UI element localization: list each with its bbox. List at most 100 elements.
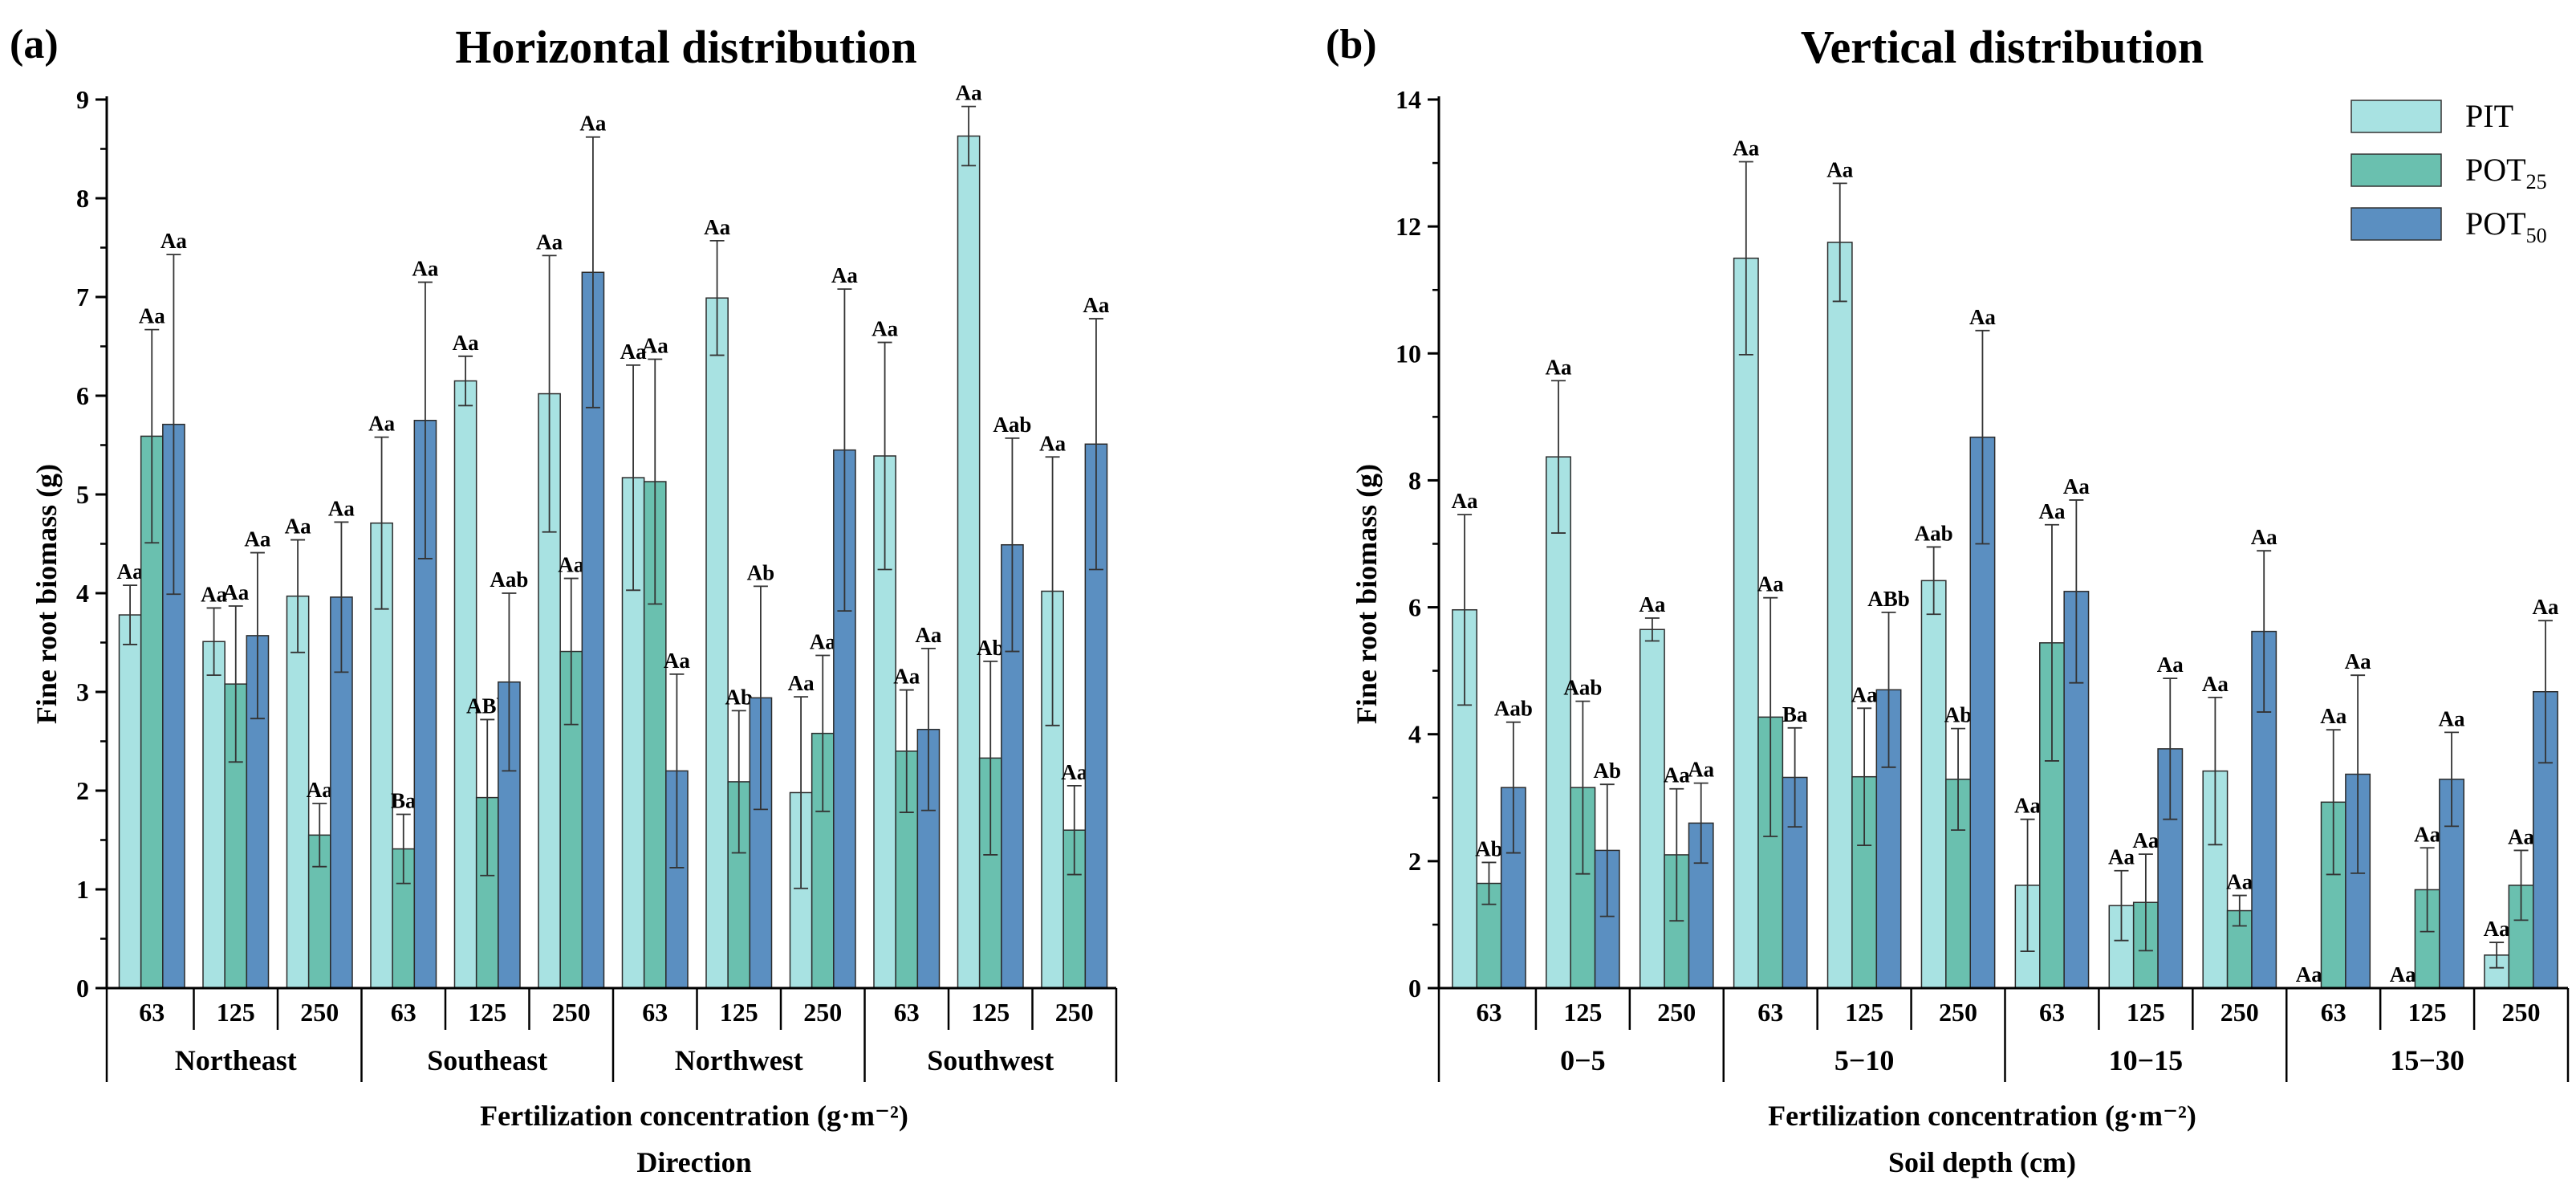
bar-pit-2 [1546,456,1571,989]
significance-label: Aa [893,665,920,689]
y-tick-label: 10 [1396,339,1421,368]
y-tick-label: 6 [76,381,89,410]
significance-label: Aa [2508,824,2534,848]
significance-label: Aa [1969,305,1996,329]
x-category-label: 125 [971,998,1010,1027]
significance-label: Aa [2296,962,2322,986]
y-tick-label: 9 [76,85,89,114]
x-category-label: 125 [720,998,758,1027]
y-tick-label: 12 [1396,212,1421,241]
y-tick-label: 2 [76,776,89,805]
legend-swatch-pot25 [2350,153,2442,187]
y-tick-label: 6 [1408,593,1421,622]
significance-label: Aa [2226,870,2253,894]
x-group-label: 5−10 [1834,1044,1895,1076]
x-category-label: 250 [300,998,339,1027]
significance-label: Aa [1452,489,1478,513]
panel-a-xlabel: Fertilization concentration (g·m⁻²) [480,1100,908,1132]
x-category-label: 250 [2502,998,2541,1027]
significance-label: Aa [222,580,249,604]
significance-label: Aa [2532,595,2558,619]
significance-label: Aab [490,567,528,592]
x-category-label: 63 [894,998,920,1027]
significance-label: Aa [2157,653,2184,677]
panel-a-label: (a) [10,22,59,67]
x-category-label: 125 [468,998,506,1027]
bar-pit-2 [202,641,226,989]
bar-pit-5 [453,380,477,989]
significance-label: Aab [993,413,1031,437]
panel-a-ylabel: Fine root biomass (g) [30,464,63,724]
panel-b-label: (b) [1326,22,1377,67]
x-category-label: 250 [803,998,842,1027]
significance-label: Aa [915,623,941,647]
significance-label: Aa [1039,431,1066,455]
x-category-label: 63 [391,998,416,1027]
panel-a-title: Horizontal distribution [455,21,916,73]
x-category-label: 250 [1055,998,1094,1027]
significance-label: Ab [1475,836,1503,860]
legend-swatch-pit [2350,100,2442,133]
x-category-label: 63 [642,998,668,1027]
significance-label: Ab [1594,759,1622,783]
x-group-label: Southwest [927,1044,1054,1076]
panel-b-xlabel2: Soil depth (cm) [1888,1146,2076,1178]
legend-label-pot50: POT50 [2465,205,2547,247]
significance-label: Aa [664,649,690,673]
x-category-label: 250 [552,998,591,1027]
y-tick-label: 7 [76,283,89,311]
significance-label: Aa [328,496,355,520]
significance-label: Aa [1061,760,1087,784]
significance-label: Aa [810,629,836,653]
significance-label: Aa [2345,649,2371,673]
significance-label: Aa [1757,572,1784,596]
significance-label: Aab [1563,676,1602,700]
x-group-label: Northwest [675,1044,803,1076]
x-category-label: 125 [217,998,255,1027]
significance-label: Aa [831,263,858,287]
y-tick-label: 2 [1408,847,1421,876]
significance-label: Aa [2320,704,2346,728]
bar-pit-6 [1920,580,1947,989]
significance-label: Aa [139,304,165,328]
x-category-label: 125 [1845,998,1883,1027]
panel-b-title: Vertical distribution [1801,21,2204,73]
y-tick-label: 14 [1396,85,1421,114]
significance-label: Aa [1664,763,1690,787]
x-category-label: 250 [2220,998,2259,1027]
x-category-label: 63 [2039,998,2065,1027]
bar-pit-1 [118,614,142,989]
significance-label: Aa [704,215,730,239]
significance-label: Ab [747,560,775,584]
significance-label: Ab [725,685,753,709]
significance-label: Aa [412,257,438,281]
significance-label: Aa [2484,917,2510,941]
x-category-label: 63 [1757,998,1783,1027]
significance-label: Aa [558,553,584,577]
significance-label: Aa [536,230,563,254]
significance-label: Aa [2414,822,2440,846]
x-category-label: 125 [2127,998,2165,1027]
significance-label: Aa [2014,794,2041,818]
significance-label: Aa [1083,293,1109,317]
significance-label: Ab [977,636,1005,660]
panel-a-plot: 0 1 2 3 4 5 6 7 8 9 Aa Aa Aa Aa Aa Aa Aa Aa Aa Aa Aa Aa Aa Aa Aa… [76,81,1118,1082]
y-tick-label: 5 [76,480,89,509]
significance-label: Aa [1733,136,1759,160]
significance-label: Aa [956,81,982,105]
significance-label: Aa [2063,474,2090,498]
panel-a-xlabel2: Direction [636,1146,751,1178]
significance-label: Aa [2202,672,2229,696]
y-tick-label: 0 [76,974,89,1003]
bar-pit-11 [957,135,981,989]
x-category-label: 63 [2321,998,2346,1027]
y-tick-label: 4 [76,579,89,608]
significance-label: Aa [1826,157,1853,181]
significance-label: Ba [1782,702,1808,726]
y-tick-label: 1 [76,875,89,904]
bar-pot25-6 [1945,779,1971,989]
significance-label: ABb [1867,587,1910,611]
significance-label: Aa [244,527,270,551]
